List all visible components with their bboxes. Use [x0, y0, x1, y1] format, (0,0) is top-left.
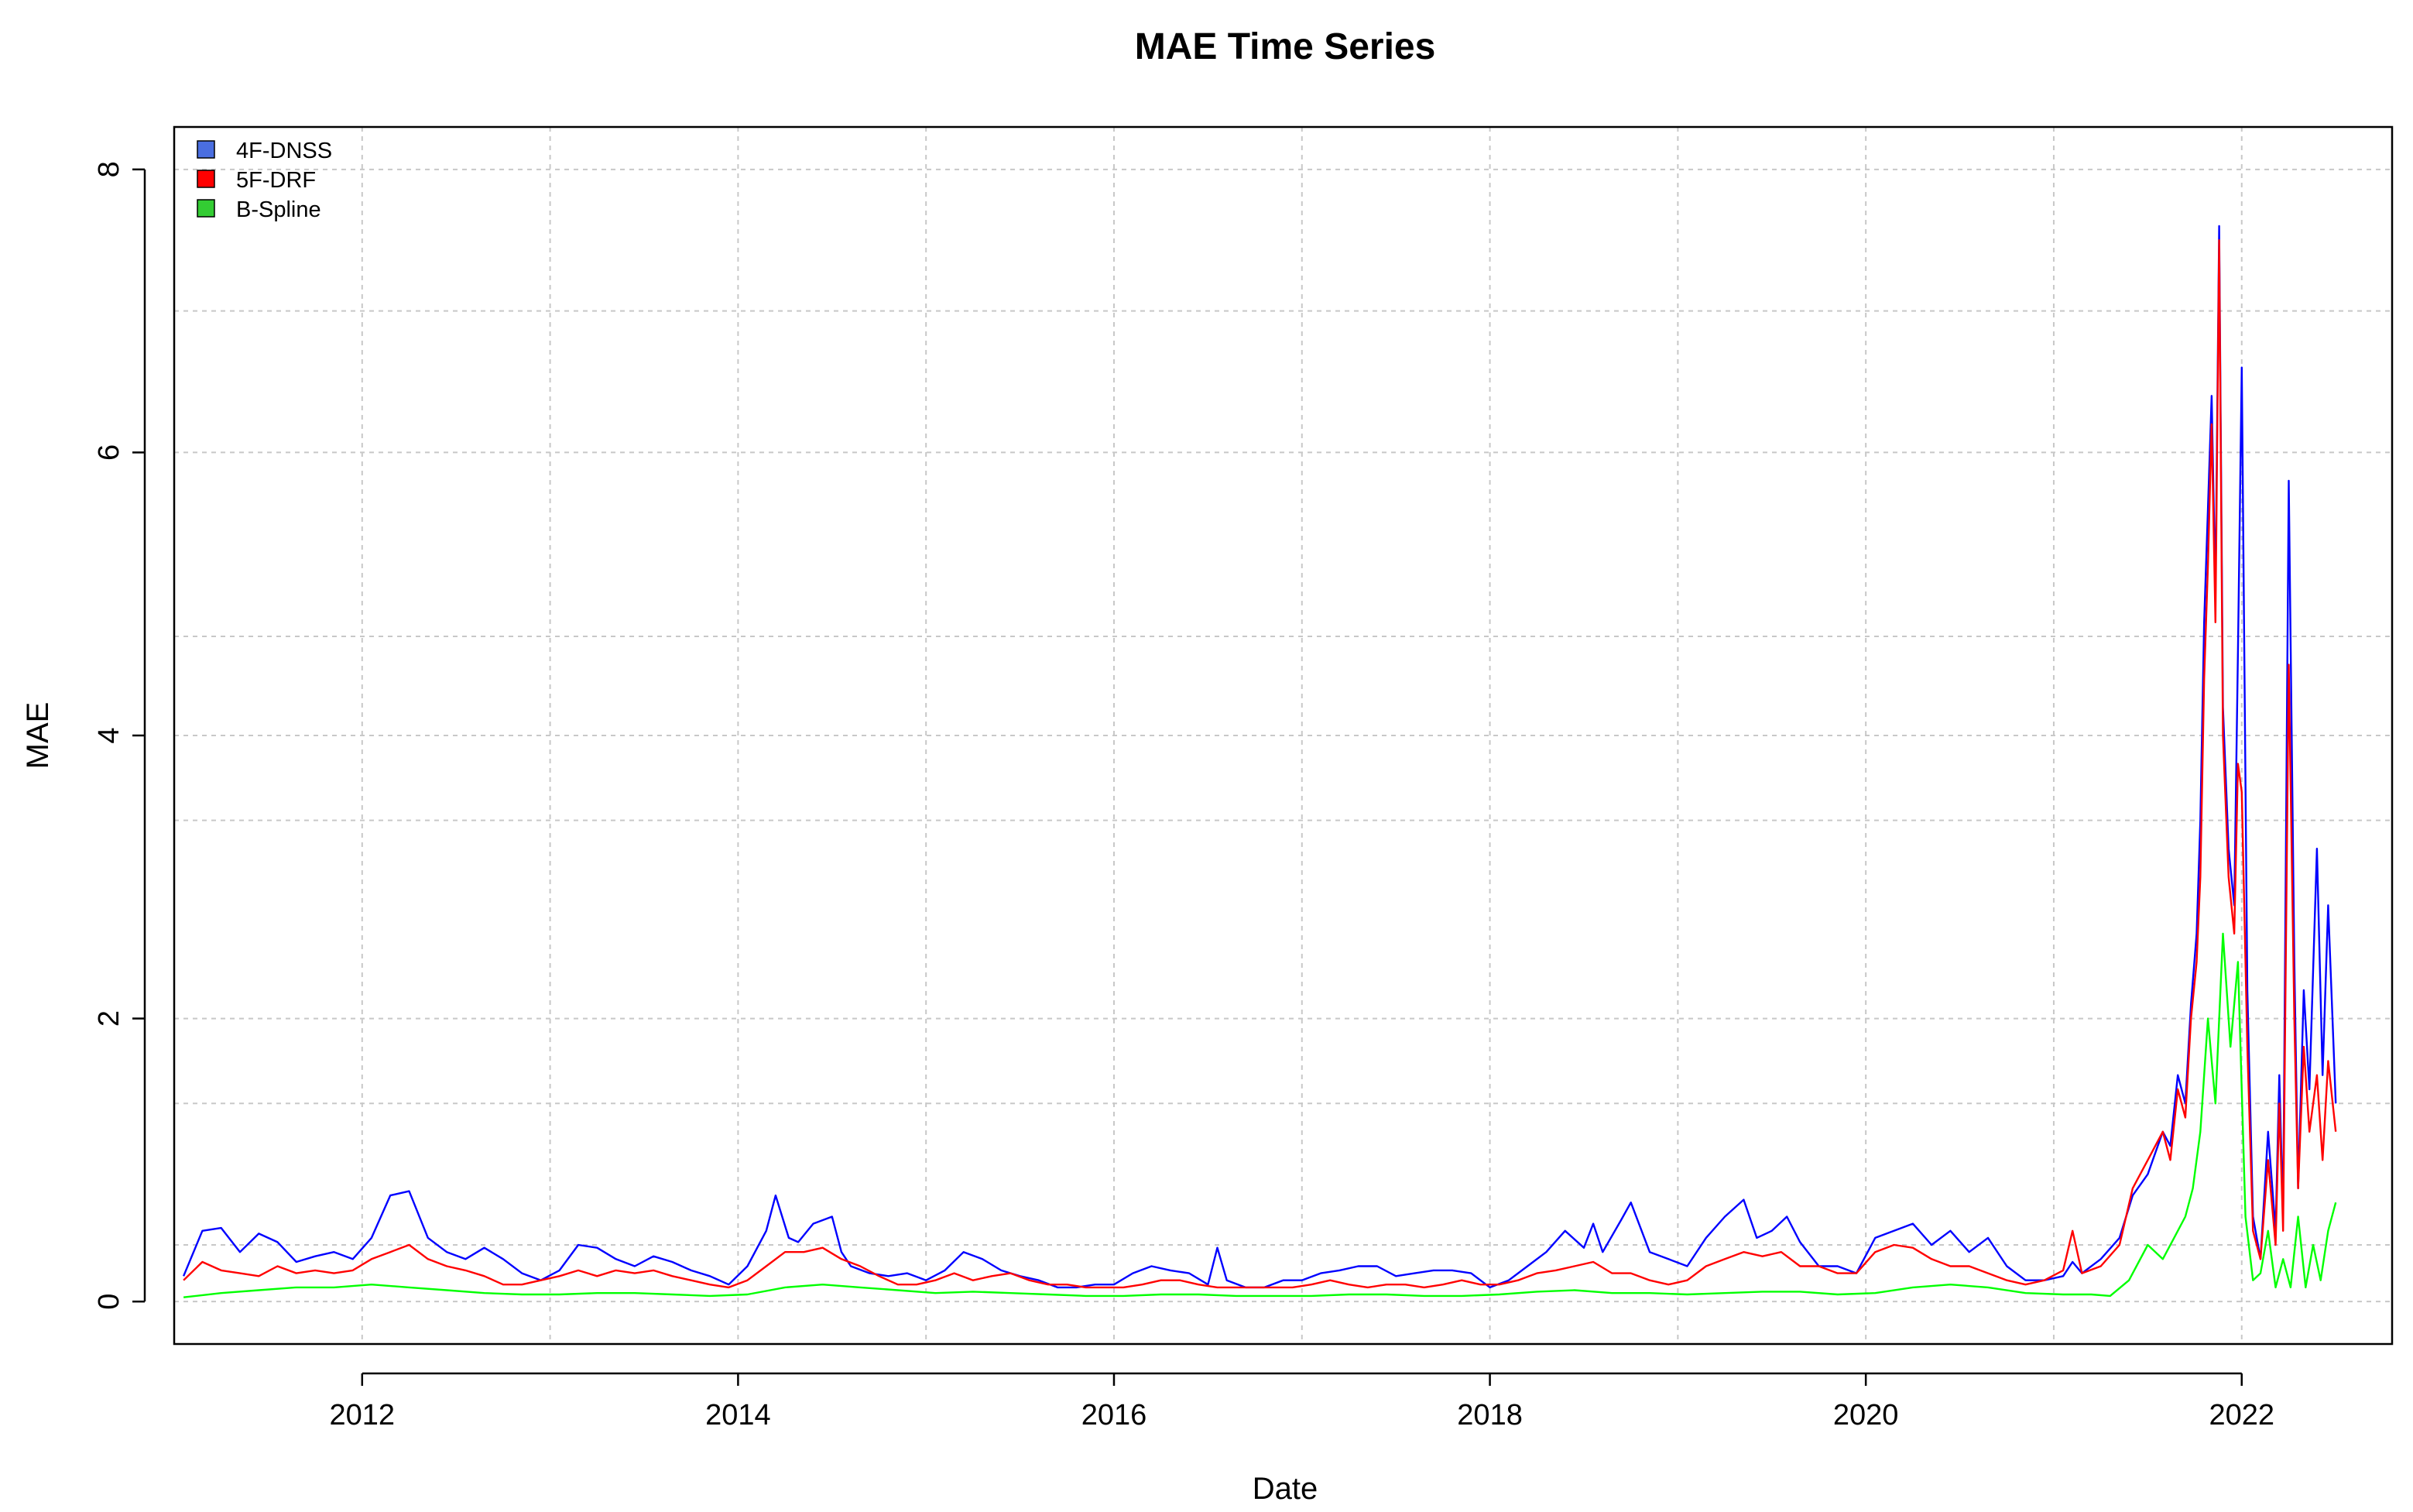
y-tick-label: 2: [93, 1010, 125, 1027]
series-line-b-spline: [183, 932, 2337, 1298]
legend-swatch-5f-drf: [197, 170, 215, 188]
chart-title: MAE Time Series: [1135, 26, 1436, 67]
x-axis-label: Date: [1253, 1472, 1318, 1506]
x-tick-label: 2018: [1457, 1399, 1523, 1431]
legend-swatch-4f-dnss: [197, 140, 215, 159]
y-axis-label: MAE: [21, 702, 55, 770]
plot-frame: [173, 125, 2394, 1346]
y-tick-label: 8: [93, 161, 125, 177]
series-line-4f-dnss: [182, 225, 2337, 1289]
y-tick-label: 4: [93, 727, 125, 743]
x-tick-label: 2012: [330, 1399, 396, 1431]
series-line-5f-drf: [183, 239, 2337, 1289]
legend-label-4f-dnss: 4F-DNSS: [236, 139, 332, 163]
y-tick-label: 0: [93, 1294, 125, 1310]
y-tick-label: 6: [93, 444, 125, 461]
x-tick-label: 2022: [2209, 1399, 2274, 1431]
grid: [174, 127, 2392, 1344]
legend-label-b-spline: B-Spline: [236, 197, 321, 222]
x-tick-label: 2014: [705, 1399, 771, 1431]
legend: 4F-DNSS 5F-DRF B-Spline: [197, 139, 332, 222]
axes: 2012 2014 2016 2018 2020 2022 0 2 4 6 8: [93, 161, 2274, 1431]
x-tick-label: 2020: [1833, 1399, 1899, 1431]
x-tick-label: 2016: [1081, 1399, 1147, 1431]
series-lines: [182, 225, 2337, 1298]
legend-swatch-b-spline: [197, 199, 215, 218]
legend-label-5f-drf: 5F-DRF: [236, 168, 316, 193]
